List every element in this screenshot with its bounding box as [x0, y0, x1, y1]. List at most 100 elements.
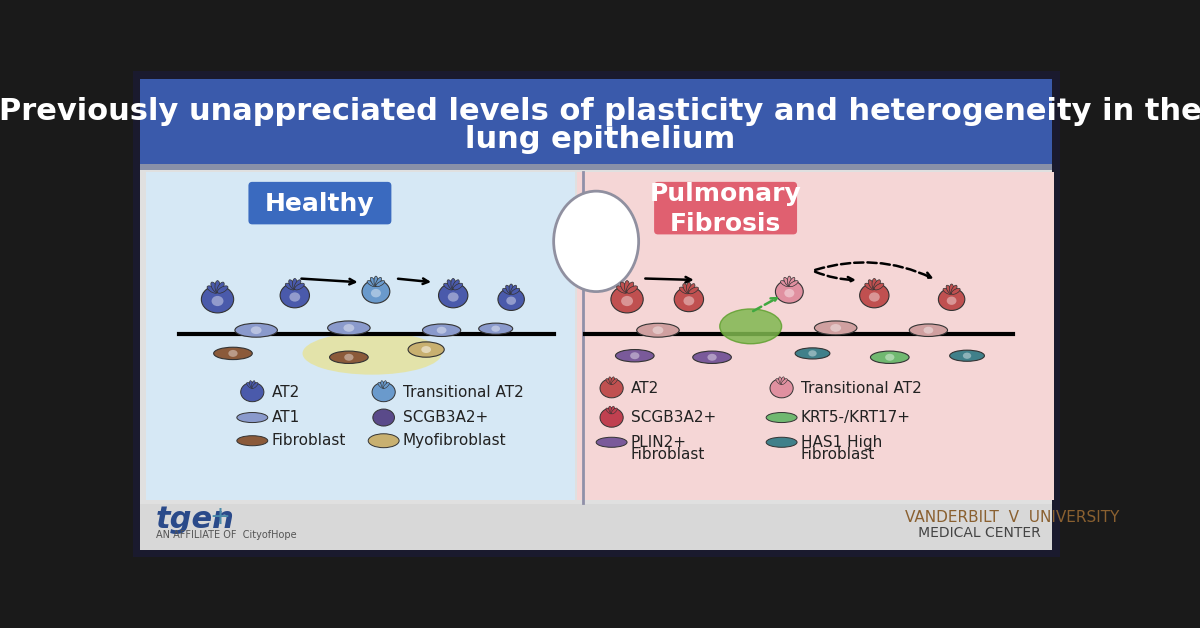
FancyBboxPatch shape	[577, 172, 1054, 501]
Ellipse shape	[720, 309, 781, 344]
Ellipse shape	[228, 350, 238, 357]
Ellipse shape	[947, 296, 956, 305]
Text: AT2: AT2	[271, 384, 300, 399]
Ellipse shape	[438, 283, 468, 308]
Ellipse shape	[289, 279, 295, 290]
FancyBboxPatch shape	[248, 182, 391, 224]
Ellipse shape	[211, 282, 218, 293]
Ellipse shape	[295, 283, 305, 290]
FancyBboxPatch shape	[140, 504, 1052, 551]
Text: MEDICAL CENTER: MEDICAL CENTER	[905, 526, 1040, 541]
FancyBboxPatch shape	[140, 79, 1052, 549]
Ellipse shape	[624, 281, 630, 293]
Ellipse shape	[781, 379, 787, 384]
Text: PLIN2+: PLIN2+	[631, 435, 686, 450]
Ellipse shape	[506, 296, 516, 305]
Ellipse shape	[509, 284, 514, 294]
Ellipse shape	[869, 279, 875, 290]
Ellipse shape	[600, 408, 623, 427]
Ellipse shape	[214, 347, 252, 360]
Ellipse shape	[622, 296, 634, 306]
Ellipse shape	[250, 381, 253, 388]
Ellipse shape	[384, 382, 389, 388]
Ellipse shape	[421, 346, 431, 353]
Ellipse shape	[787, 276, 791, 286]
Ellipse shape	[376, 281, 385, 287]
Ellipse shape	[790, 281, 798, 287]
Text: Myofibroblast: Myofibroblast	[403, 433, 506, 448]
Ellipse shape	[910, 324, 948, 337]
Ellipse shape	[874, 279, 881, 290]
Text: Healthy: Healthy	[265, 192, 374, 216]
Ellipse shape	[952, 288, 960, 295]
Ellipse shape	[784, 278, 790, 286]
FancyBboxPatch shape	[654, 182, 797, 234]
Ellipse shape	[776, 379, 782, 384]
Ellipse shape	[620, 282, 628, 293]
Ellipse shape	[511, 288, 520, 295]
Ellipse shape	[611, 408, 617, 414]
Ellipse shape	[437, 327, 446, 333]
Ellipse shape	[874, 283, 884, 290]
Ellipse shape	[653, 327, 664, 334]
Ellipse shape	[451, 278, 456, 290]
FancyBboxPatch shape	[146, 172, 575, 501]
Ellipse shape	[686, 283, 691, 293]
Ellipse shape	[616, 350, 654, 362]
FancyBboxPatch shape	[132, 72, 1060, 556]
Ellipse shape	[367, 281, 376, 287]
Ellipse shape	[208, 286, 217, 293]
Ellipse shape	[637, 323, 679, 337]
Ellipse shape	[630, 352, 640, 359]
Ellipse shape	[708, 354, 716, 360]
Ellipse shape	[362, 280, 390, 303]
Ellipse shape	[374, 276, 378, 286]
Ellipse shape	[692, 351, 731, 364]
Ellipse shape	[422, 324, 461, 337]
Ellipse shape	[380, 381, 384, 388]
Ellipse shape	[444, 283, 454, 290]
Ellipse shape	[371, 278, 377, 286]
Text: Pulmonary
Fibrosis: Pulmonary Fibrosis	[649, 182, 802, 236]
Text: Fibroblast: Fibroblast	[800, 447, 875, 462]
Ellipse shape	[870, 351, 910, 364]
Ellipse shape	[251, 327, 262, 334]
Ellipse shape	[217, 282, 224, 293]
Ellipse shape	[924, 327, 934, 333]
Ellipse shape	[869, 293, 880, 301]
Text: Previously unappreciated levels of plasticity and heterogeneity in the: Previously unappreciated levels of plast…	[0, 97, 1200, 126]
Ellipse shape	[217, 286, 228, 293]
Text: KRT5-/KRT17+: KRT5-/KRT17+	[800, 410, 911, 425]
Ellipse shape	[781, 377, 785, 384]
Ellipse shape	[872, 278, 877, 290]
Ellipse shape	[503, 288, 511, 295]
Ellipse shape	[286, 283, 295, 290]
Ellipse shape	[202, 286, 234, 313]
Ellipse shape	[289, 293, 300, 301]
Ellipse shape	[608, 406, 612, 414]
Ellipse shape	[236, 436, 268, 446]
Ellipse shape	[608, 377, 612, 384]
Ellipse shape	[809, 350, 817, 357]
Text: Transitional AT2: Transitional AT2	[800, 381, 922, 396]
Ellipse shape	[886, 354, 894, 360]
Ellipse shape	[766, 437, 797, 447]
Ellipse shape	[371, 289, 380, 298]
Ellipse shape	[452, 279, 460, 290]
Ellipse shape	[683, 284, 690, 293]
Ellipse shape	[505, 285, 511, 294]
Text: lung epithelium: lung epithelium	[464, 125, 736, 154]
Ellipse shape	[766, 413, 797, 423]
Ellipse shape	[408, 342, 444, 357]
Ellipse shape	[815, 321, 857, 335]
Text: SCGB3A2+: SCGB3A2+	[403, 410, 488, 425]
Text: +: +	[210, 505, 230, 529]
Ellipse shape	[950, 285, 958, 294]
Ellipse shape	[247, 382, 252, 388]
Text: AN AFFILIATE OF  CityofHope: AN AFFILIATE OF CityofHope	[156, 530, 296, 540]
Ellipse shape	[611, 377, 614, 384]
Ellipse shape	[491, 325, 500, 332]
Ellipse shape	[830, 324, 841, 332]
Ellipse shape	[780, 281, 790, 287]
Ellipse shape	[368, 434, 400, 448]
